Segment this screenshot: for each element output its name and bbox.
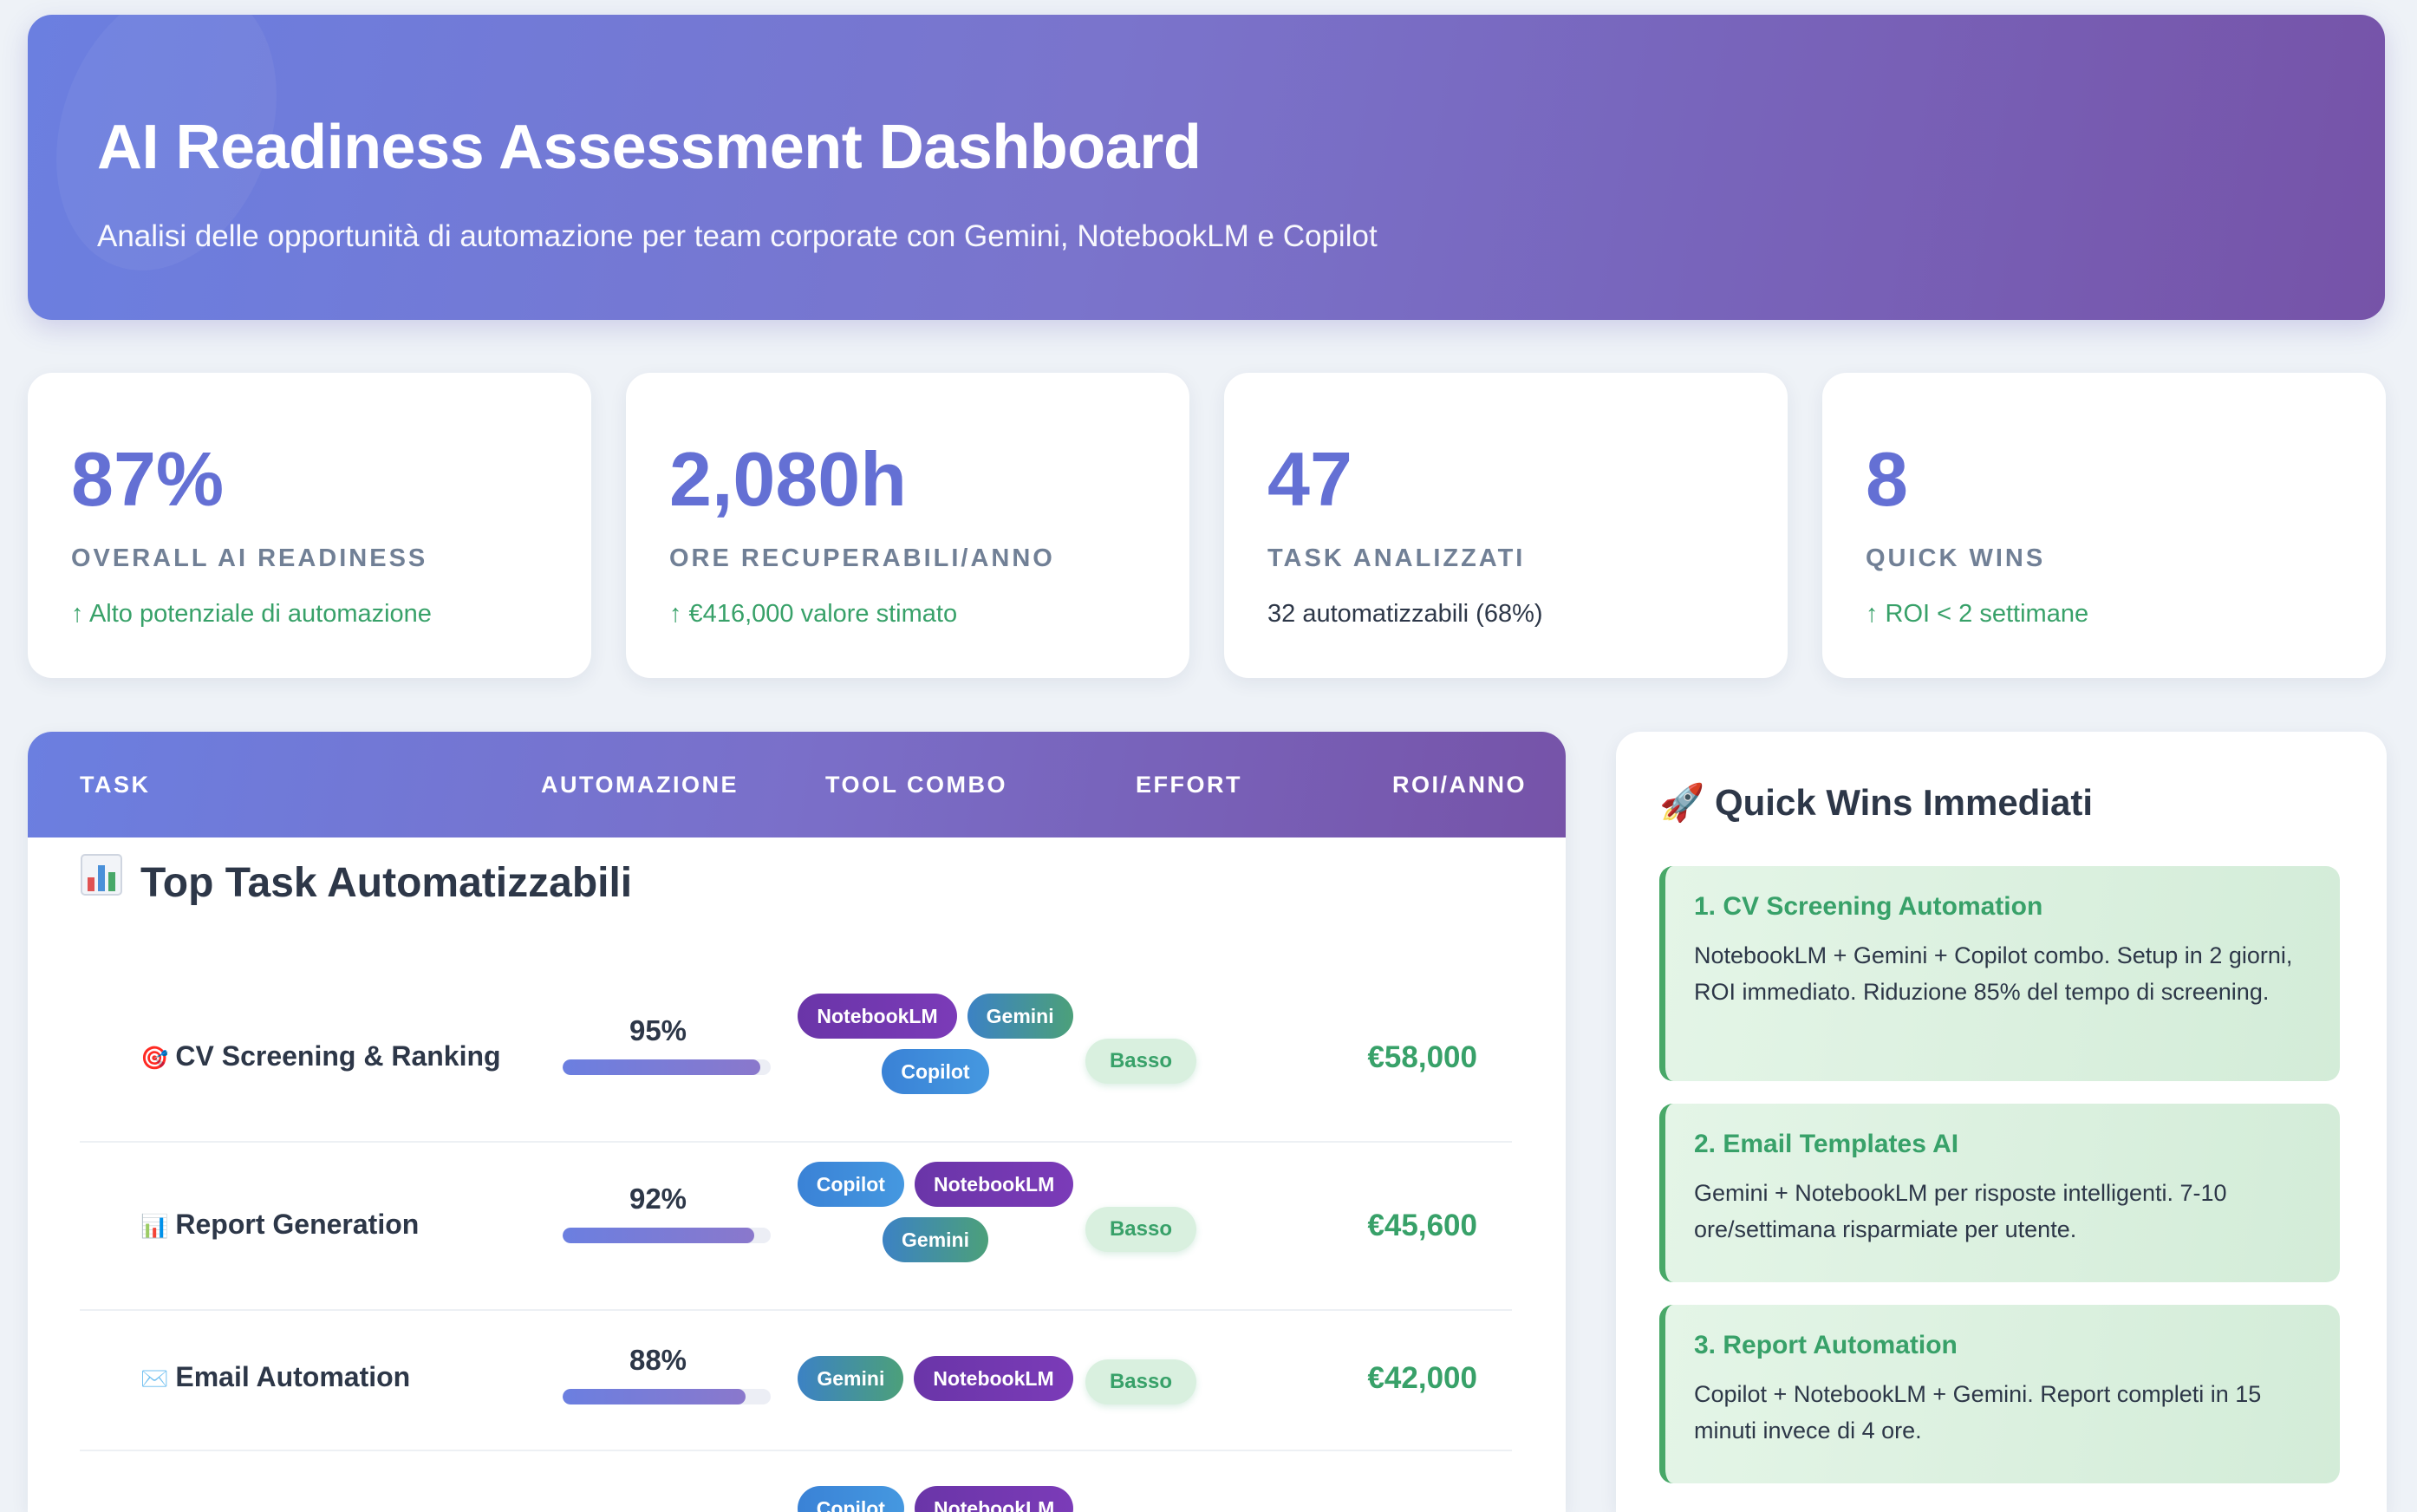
- automation-progress-bar: [563, 1389, 771, 1404]
- quick-win-title: 1. CV Screening Automation: [1694, 892, 2043, 921]
- page-subtitle: Analisi delle opportunità di automazione…: [97, 219, 1378, 253]
- tool-tag-gemini: Gemini: [883, 1217, 988, 1262]
- tool-tag-copilot: Copilot: [882, 1049, 989, 1094]
- target-icon: 🎯: [140, 1045, 169, 1071]
- stat-value: 47: [1267, 436, 1352, 522]
- table-header: TASK AUTOMAZIONE TOOL COMBO EFFORT ROI/A…: [28, 732, 1566, 837]
- stat-card-quick-wins: 8 QUICK WINS ↑ ROI < 2 settimane: [1822, 373, 2386, 678]
- dashboard-header: AI Readiness Assessment Dashboard Analis…: [28, 15, 2385, 320]
- task-name: 📊 Report Generation: [140, 1209, 420, 1240]
- tool-combo: NotebookLM Gemini Copilot: [792, 994, 1078, 1094]
- stat-value: 2,080h: [669, 436, 907, 522]
- roi-value: €45,600: [1367, 1209, 1477, 1242]
- quick-win-text: Gemini + NotebookLM per risposte intelli…: [1694, 1180, 2227, 1242]
- quick-win-title: 2. Email Templates AI: [1694, 1130, 1959, 1158]
- automation-percent: 88%: [629, 1344, 687, 1376]
- quick-wins-title: 🚀 Quick Wins Immediati: [1659, 782, 2094, 823]
- quick-win-text: Copilot + NotebookLM + Gemini. Report co…: [1694, 1381, 2262, 1444]
- column-header-tool-combo[interactable]: TOOL COMBO: [825, 772, 1008, 798]
- automation-percent: 95%: [629, 1014, 687, 1046]
- tool-tag-copilot: Copilot: [797, 1486, 904, 1512]
- automation-progress-bar: [563, 1059, 771, 1075]
- table-row[interactable]: 🎯 CV Screening & Ranking 95% NotebookLM G…: [80, 973, 1512, 1143]
- stat-card-tasks: 47 TASK ANALIZZATI 32 automatizzabili (6…: [1224, 373, 1788, 678]
- stat-label: TASK ANALIZZATI: [1267, 544, 1526, 572]
- quick-wins-panel: 🚀 Quick Wins Immediati 1. CV Screening A…: [1616, 732, 2387, 1512]
- stat-trend: ↑ ROI < 2 settimane: [1866, 600, 2089, 628]
- stat-value: 87%: [71, 436, 225, 522]
- quick-win-item[interactable]: 1. CV Screening Automation NotebookLM + …: [1659, 866, 2340, 1081]
- stat-trend: ↑ €416,000 valore stimato: [669, 600, 958, 628]
- tool-combo: Copilot NotebookLM: [792, 1486, 1078, 1512]
- envelope-icon: ✉️: [140, 1365, 169, 1391]
- stat-detail: 32 automatizzabili (68%): [1267, 600, 1543, 628]
- quick-win-item[interactable]: 2. Email Templates AI Gemini + NotebookL…: [1659, 1104, 2340, 1282]
- task-name: 🎯 CV Screening & Ranking: [140, 1040, 501, 1072]
- column-header-task[interactable]: TASK: [80, 772, 151, 798]
- tool-tag-notebooklm: NotebookLM: [914, 1162, 1074, 1207]
- section-title: Top Task Automatizzabili: [80, 853, 632, 907]
- quick-win-text: NotebookLM + Gemini + Copilot combo. Set…: [1694, 942, 2293, 1005]
- tool-tag-copilot: Copilot: [797, 1162, 904, 1207]
- bar-chart-icon: 📊: [140, 1213, 169, 1239]
- tool-combo: Copilot NotebookLM Gemini: [792, 1162, 1078, 1262]
- page-title: AI Readiness Assessment Dashboard: [97, 113, 1202, 182]
- table-row[interactable]: Copilot NotebookLM: [80, 1450, 1512, 1512]
- progress-fill: [563, 1059, 760, 1075]
- stat-label: QUICK WINS: [1866, 544, 2046, 572]
- tool-tag-gemini: Gemini: [798, 1356, 904, 1401]
- automation-progress-bar: [563, 1228, 771, 1243]
- roi-value: €58,000: [1367, 1040, 1477, 1074]
- quick-win-item[interactable]: 3. Report Automation Copilot + NotebookL…: [1659, 1305, 2340, 1483]
- progress-fill: [563, 1389, 746, 1404]
- stat-label: OVERALL AI READINESS: [71, 544, 428, 572]
- tool-tag-notebooklm: NotebookLM: [798, 994, 957, 1039]
- column-header-roi[interactable]: ROI/ANNO: [1392, 772, 1527, 798]
- automation-percent: 92%: [629, 1183, 687, 1215]
- tool-combo: Gemini NotebookLM: [792, 1356, 1078, 1401]
- table-row[interactable]: ✉️ Email Automation 88% Gemini NotebookLM…: [80, 1309, 1512, 1451]
- stat-card-hours: 2,080h ORE RECUPERABILI/ANNO ↑ €416,000 …: [626, 373, 1189, 678]
- column-header-automation[interactable]: AUTOMAZIONE: [541, 772, 739, 798]
- quick-win-title: 3. Report Automation: [1694, 1331, 1958, 1359]
- progress-fill: [563, 1228, 754, 1243]
- section-title-text: Top Task Automatizzabili: [140, 860, 633, 906]
- roi-value: €42,000: [1367, 1361, 1477, 1395]
- stat-card-readiness: 87% OVERALL AI READINESS ↑ Alto potenzia…: [28, 373, 591, 678]
- effort-badge: Basso: [1085, 1359, 1196, 1404]
- bar-chart-icon: [80, 853, 123, 907]
- column-header-effort[interactable]: EFFORT: [1136, 772, 1242, 798]
- task-name: ✉️ Email Automation: [140, 1361, 411, 1392]
- task-table: TASK AUTOMAZIONE TOOL COMBO EFFORT ROI/A…: [28, 732, 1566, 1512]
- stat-trend: ↑ Alto potenziale di automazione: [71, 600, 432, 628]
- tool-tag-notebooklm: NotebookLM: [914, 1356, 1073, 1401]
- effort-badge: Basso: [1085, 1207, 1196, 1252]
- stat-label: ORE RECUPERABILI/ANNO: [669, 544, 1055, 572]
- tool-tag-gemini: Gemini: [967, 994, 1073, 1039]
- tool-tag-notebooklm: NotebookLM: [914, 1486, 1074, 1512]
- effort-badge: Basso: [1085, 1039, 1196, 1084]
- table-row[interactable]: 📊 Report Generation 92% Copilot NotebookL…: [80, 1141, 1512, 1311]
- stat-value: 8: [1866, 436, 1908, 522]
